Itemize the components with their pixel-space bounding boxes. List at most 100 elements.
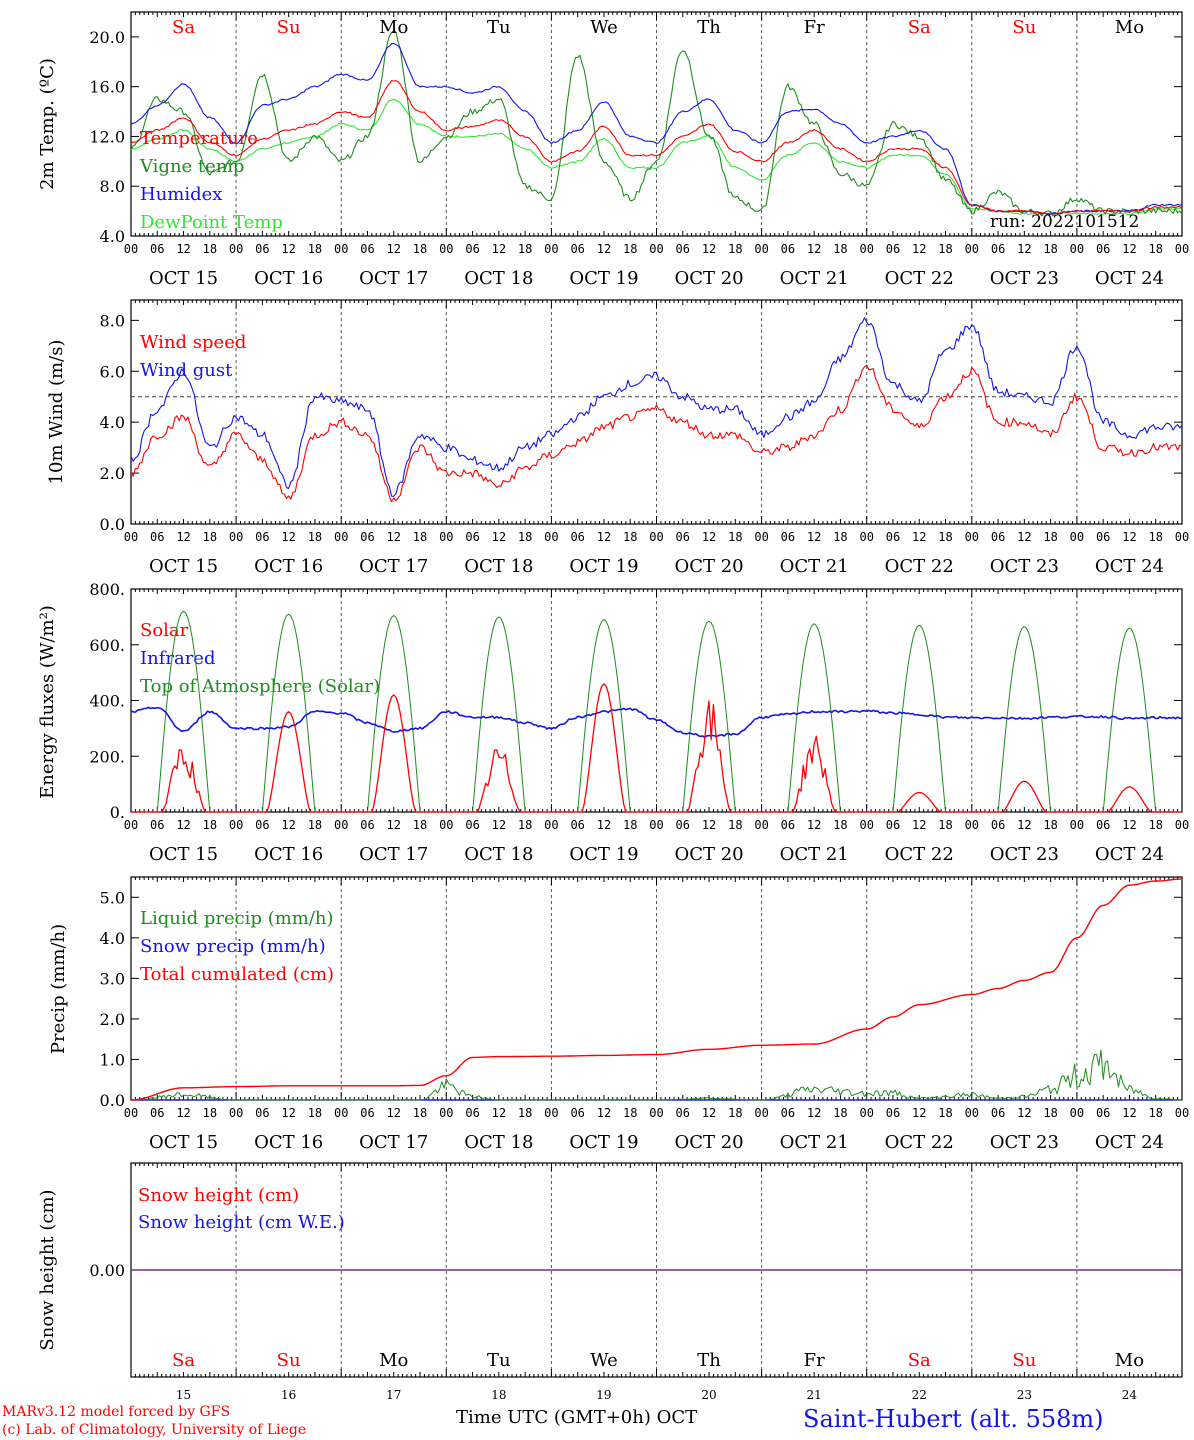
day-name-label: Sa — [172, 17, 195, 38]
hour-tick-label: 06 — [360, 1106, 374, 1120]
date-label: OCT 15 — [149, 268, 218, 289]
hour-tick-label: 06 — [991, 530, 1005, 544]
hour-tick-label: 18 — [518, 530, 532, 544]
hour-tick-label: 06 — [676, 818, 690, 832]
hour-tick-label: 00 — [1175, 1106, 1189, 1120]
y-tick-label: 0. — [110, 803, 125, 822]
hour-tick-label: 06 — [886, 1106, 900, 1120]
hour-tick-label: 06 — [781, 818, 795, 832]
hour-tick-label: 06 — [150, 1106, 164, 1120]
day-name-label: Mo — [379, 17, 408, 38]
date-label: OCT 20 — [674, 844, 743, 865]
hour-tick-label: 12 — [387, 530, 401, 544]
y-tick-label: 12.0 — [89, 127, 125, 146]
day-number-label: 21 — [807, 1388, 822, 1402]
hour-tick-label: 06 — [991, 1106, 1005, 1120]
hour-tick-label: 18 — [938, 242, 952, 256]
hour-tick-label: 12 — [281, 530, 295, 544]
date-label: OCT 19 — [569, 556, 638, 577]
date-label: OCT 22 — [885, 556, 954, 577]
hour-tick-label: 18 — [623, 1106, 637, 1120]
y-tick-label: 2.0 — [100, 464, 125, 483]
hour-tick-label: 18 — [938, 1106, 952, 1120]
hour-tick-label: 00 — [965, 818, 979, 832]
day-name-label: Mo — [1115, 1350, 1144, 1371]
hour-tick-label: 00 — [439, 242, 453, 256]
hour-tick-label: 18 — [1148, 818, 1162, 832]
hour-tick-label: 06 — [886, 818, 900, 832]
temperature-lines — [130, 29, 1183, 217]
legend-snow-precip: Snow precip (mm/h) — [140, 936, 326, 957]
hour-tick-label: 06 — [255, 818, 269, 832]
energy-lines — [130, 610, 1183, 813]
hour-tick-label: 18 — [413, 242, 427, 256]
snow-panel: Snow height (cm) Snow height (cm) Snow h… — [37, 1162, 1183, 1402]
legend-wind-gust: Wind gust — [140, 360, 233, 381]
hour-tick-label: 12 — [1017, 1106, 1031, 1120]
date-label: OCT 17 — [359, 556, 428, 577]
hour-tick-label: 06 — [886, 530, 900, 544]
hour-tick-label: 18 — [1043, 530, 1057, 544]
hour-tick-label: 12 — [807, 530, 821, 544]
date-label: OCT 24 — [1095, 1132, 1164, 1153]
hour-tick-label: 12 — [281, 818, 295, 832]
hour-tick-label: 06 — [781, 1106, 795, 1120]
hour-tick-label: 06 — [1096, 818, 1110, 832]
model-credit-line1: MARv3.12 model forced by GFS — [2, 1404, 230, 1420]
hour-tick-label: 12 — [1017, 530, 1031, 544]
hour-tick-label: 00 — [229, 818, 243, 832]
hour-tick-label: 00 — [439, 530, 453, 544]
hour-tick-label: 12 — [1122, 242, 1136, 256]
date-label: OCT 16 — [254, 844, 323, 865]
y-tick-label: 4.0 — [100, 929, 125, 948]
temperature-panel: 00 06 12 18 OCT 15 00 06 12 18 OCT 16 00 06 12 18 OCT … — [37, 11, 1189, 289]
hour-tick-label: 00 — [649, 1106, 663, 1120]
hour-tick-label: 18 — [728, 530, 742, 544]
hour-tick-label: 00 — [649, 530, 663, 544]
day-name-label: Sa — [172, 1350, 195, 1371]
legend-vigne-temp: Vigne temp — [139, 156, 244, 177]
hour-tick-label: 00 — [334, 1106, 348, 1120]
plot-frame — [130, 11, 1183, 237]
hour-tick-label: 12 — [1122, 818, 1136, 832]
hour-tick-label: 18 — [308, 1106, 322, 1120]
hour-tick-label: 06 — [676, 242, 690, 256]
hour-tick-label: 00 — [965, 242, 979, 256]
date-label: OCT 18 — [464, 844, 533, 865]
legend-snow-height: Snow height (cm) — [138, 1185, 299, 1206]
hour-tick-label: 06 — [676, 530, 690, 544]
hour-tick-label: 06 — [570, 530, 584, 544]
hour-tick-label: 12 — [807, 818, 821, 832]
hour-tick-label: 12 — [492, 242, 506, 256]
day-number-label: 16 — [281, 1388, 296, 1402]
wind-panel: 00 06 12 18 OCT 15 00 06 12 18 OCT 16 00 06 12 18 OCT … — [46, 299, 1189, 577]
hour-tick-label: 06 — [255, 1106, 269, 1120]
hour-tick-label: 06 — [1096, 1106, 1110, 1120]
hour-tick-label: 06 — [255, 530, 269, 544]
panel-frame: 00 06 12 18 OCT 15 00 06 12 18 OCT 16 00 06 12 18 OCT … — [124, 11, 1189, 289]
hour-tick-label: 18 — [623, 818, 637, 832]
hour-tick-label: 12 — [281, 242, 295, 256]
hour-tick-label: 00 — [124, 818, 138, 832]
hour-tick-label: 18 — [1043, 242, 1057, 256]
hour-tick-label: 12 — [912, 1106, 926, 1120]
date-label: OCT 16 — [254, 1132, 323, 1153]
liquid-precip-line — [131, 1049, 1182, 1101]
day-name-label: Su — [1012, 17, 1036, 38]
hour-tick-label: 00 — [124, 242, 138, 256]
hour-tick-label: 06 — [886, 242, 900, 256]
day-name-label: Sa — [908, 1350, 931, 1371]
hour-tick-label: 18 — [623, 242, 637, 256]
hour-tick-label: 06 — [360, 530, 374, 544]
hour-tick-label: 00 — [544, 242, 558, 256]
day-number-label: 18 — [491, 1388, 506, 1402]
hour-tick-label: 12 — [1122, 530, 1136, 544]
hour-tick-label: 06 — [1096, 530, 1110, 544]
temperature-ylabel: 2m Temp. (ºC) — [37, 58, 58, 190]
hour-tick-label: 18 — [413, 818, 427, 832]
time-axis-label: Time UTC (GMT+0h) OCT — [456, 1407, 697, 1428]
hour-tick-label: 06 — [570, 242, 584, 256]
day-name-label: We — [590, 1350, 618, 1371]
hour-tick-label: 12 — [1017, 242, 1031, 256]
